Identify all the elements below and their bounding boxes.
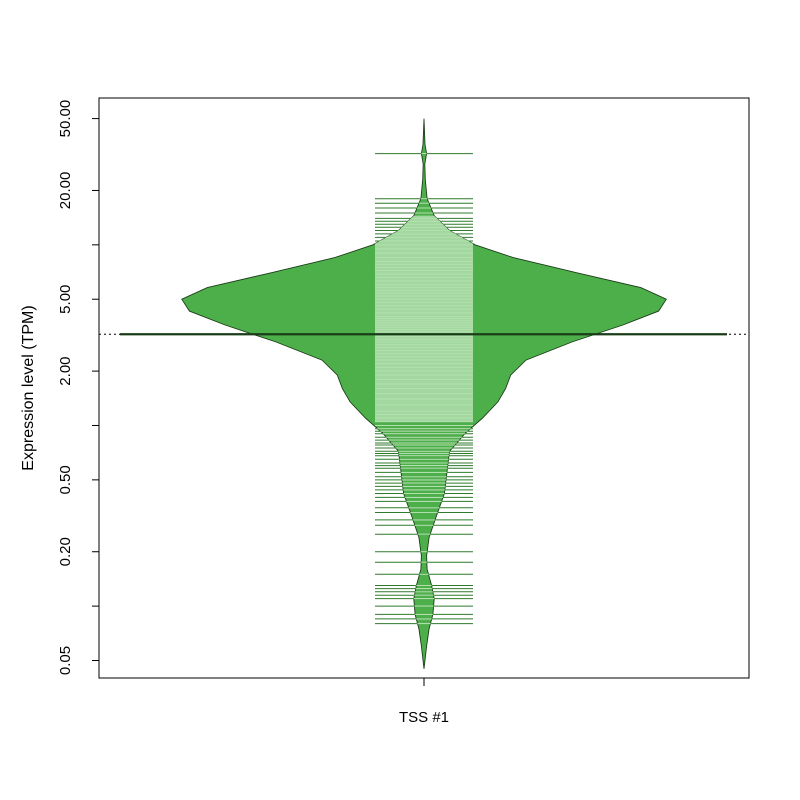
y-tick-label: 0.50: [57, 465, 74, 494]
y-tick-label: 0.20: [57, 537, 74, 566]
y-tick-label: 0.05: [57, 646, 74, 675]
y-tick-label: 20.00: [57, 172, 74, 210]
x-axis: TSS #1: [399, 678, 449, 726]
y-tick-label: 5.00: [57, 285, 74, 314]
y-axis-title: Expression level (TPM): [20, 305, 37, 470]
y-axis: 0.05 0.20 0.50 2.00 5.00 20.00 50.00: [57, 100, 99, 675]
x-category-label: TSS #1: [399, 709, 449, 726]
rug-dense-band: [375, 215, 473, 422]
y-tick-label: 50.00: [57, 100, 74, 138]
y-tick-label: 2.00: [57, 357, 74, 386]
plot-layer: [99, 118, 749, 669]
